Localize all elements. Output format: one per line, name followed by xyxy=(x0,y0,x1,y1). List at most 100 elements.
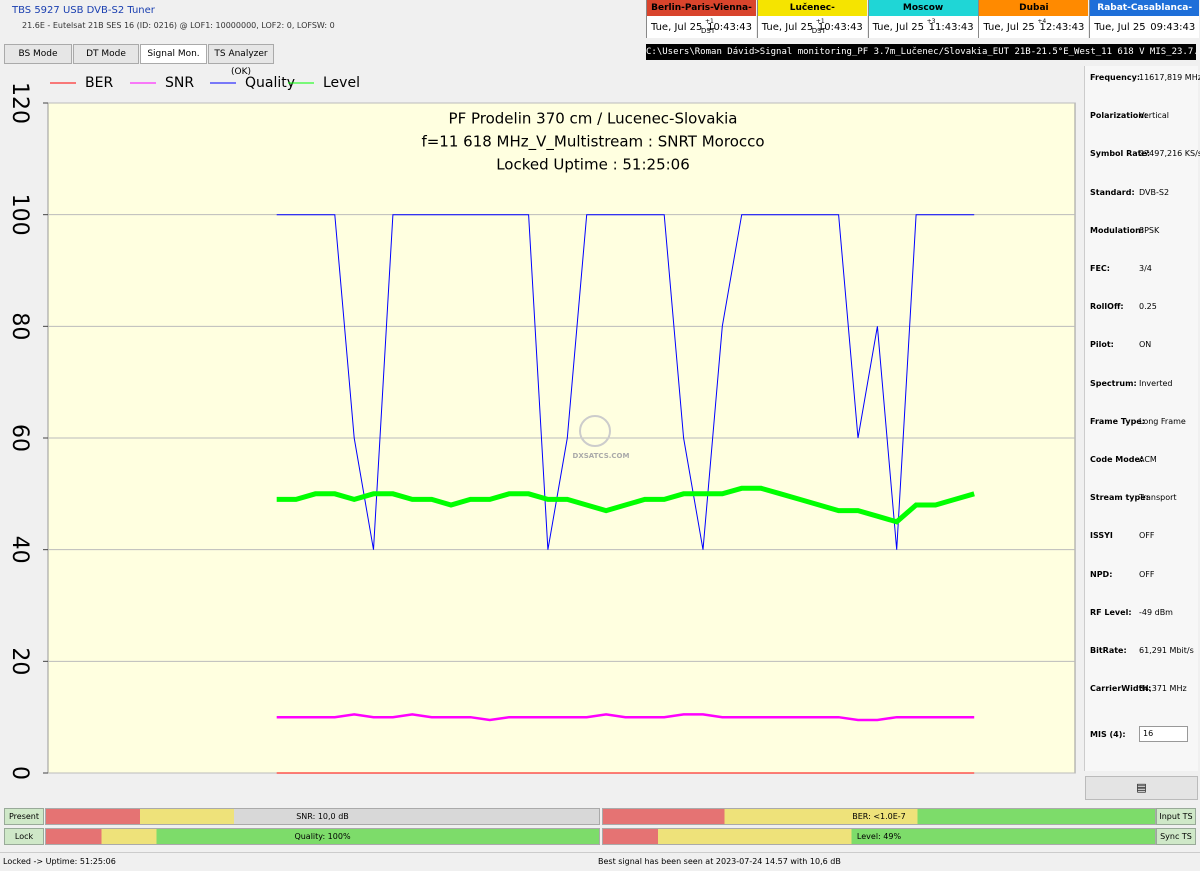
clock-name: Lučenec-Slovakia_R.Dávid xyxy=(757,0,867,16)
clock-time: 11:43:43 xyxy=(928,22,974,33)
field-value: ACM xyxy=(1139,455,1157,464)
field-value: OFF xyxy=(1139,569,1155,579)
meter-bar: Level: 49% xyxy=(602,828,1156,845)
legend-label: BER xyxy=(85,75,113,91)
field-value: Transport xyxy=(1139,493,1177,503)
y-tick-label: 80 xyxy=(7,312,32,340)
series-line xyxy=(276,214,975,550)
field-value: -49 dBm xyxy=(1139,607,1173,617)
field-label: RollOff: xyxy=(1090,302,1124,312)
tab[interactable]: Signal Mon. xyxy=(140,44,207,64)
clock-offset: +1 xyxy=(815,18,825,25)
clock: Moscow Tue, Jul 25 +3 11:43:43 xyxy=(867,0,978,38)
panel-button[interactable]: ▤ xyxy=(1085,776,1198,800)
field-value: Long Frame xyxy=(1139,416,1186,426)
info-panel xyxy=(1084,66,1198,771)
field-label: Symbol Rate: xyxy=(1090,149,1151,159)
field-value: 61,291 Mbit/s xyxy=(1139,646,1194,655)
field-label: Polarization: xyxy=(1090,111,1148,121)
clock-name: Moscow xyxy=(868,0,978,16)
field-value: 27497,216 KS/s xyxy=(1139,149,1200,159)
meter-bar: BER: <1.0E-7 xyxy=(602,808,1156,825)
field-label: Pilot: xyxy=(1090,340,1114,350)
clock: Dubai Tue, Jul 25 +4 12:43:43 xyxy=(978,0,1089,38)
clock-time: 09:43:43 xyxy=(1150,22,1196,33)
field-value: Inverted xyxy=(1139,378,1173,388)
legend-label: Level xyxy=(323,75,360,91)
clock-dst: DST xyxy=(701,27,716,35)
clock: Berlin-Paris-Vienna-Belgrade Tue, Jul 25+… xyxy=(646,0,756,38)
clock-offset: +3 xyxy=(926,18,936,25)
app-subtitle: 21.6E - Eutelsat 21B SES 16 (ID: 0216) @… xyxy=(22,21,335,30)
field-value: 11617,819 MHz xyxy=(1139,73,1200,82)
footer-bar xyxy=(0,852,1200,871)
field-label: Stream type: xyxy=(1090,493,1149,503)
chart-annotation: f=11 618 MHz_V_Multistream : SNRT Morocc… xyxy=(421,133,764,152)
indicator-button[interactable]: Sync TS xyxy=(1156,828,1196,845)
footer-left: Locked -> Uptime: 51:25:06 xyxy=(3,857,116,866)
field-label: NPD: xyxy=(1090,569,1113,579)
chart: 0 20 40 60 80 100 120 PF Prodelin 370 cm / Luce… xyxy=(7,75,1076,780)
footer-center: Best signal has been seen at 2023-07-24 … xyxy=(598,857,841,866)
clock-date: Tue, Jul 25 xyxy=(1094,22,1146,33)
series-line xyxy=(276,713,975,722)
clock-name: Berlin-Paris-Vienna-Belgrade xyxy=(647,0,756,16)
field-value: 8PSK xyxy=(1139,225,1160,235)
field-label: Code Mode: xyxy=(1090,455,1144,464)
field-label: BitRate: xyxy=(1090,646,1127,655)
clock-offset: +4 xyxy=(1037,18,1047,25)
chart-annotation: Locked Uptime : 51:25:06 xyxy=(496,156,690,174)
y-tick-label: 60 xyxy=(7,424,32,452)
field-label: Frame Type: xyxy=(1090,416,1145,426)
field-label: RF Level: xyxy=(1090,607,1132,617)
clock-time: 10:43:43 xyxy=(817,22,863,33)
watermark-logo xyxy=(579,415,611,447)
mis-select[interactable]: 16 xyxy=(1139,726,1188,742)
clock: Rabat-Casablanca-London Tue, Jul 25 09:43:… xyxy=(1089,0,1200,38)
series-line xyxy=(276,485,975,525)
field-value: ON xyxy=(1139,340,1152,350)
field-label: MIS (4): xyxy=(1090,730,1126,739)
clock-dst: DST xyxy=(811,27,826,35)
indicator-button[interactable]: Lock xyxy=(4,828,44,845)
indicator-button[interactable]: Present xyxy=(4,808,44,825)
tab[interactable]: DT Mode xyxy=(73,44,139,64)
y-tick-label: 0 xyxy=(7,766,32,780)
console-line: C:\Users\Roman Dávid>Signal monitoring_P… xyxy=(646,44,1196,60)
field-value: 3/4 xyxy=(1139,264,1152,273)
field-value: OFF xyxy=(1139,531,1155,541)
tab[interactable]: BS Mode xyxy=(4,44,72,64)
y-tick-label: 40 xyxy=(7,536,32,564)
watermark: DXSATCS.COM xyxy=(573,452,630,460)
field-value: 34,371 MHz xyxy=(1139,684,1187,694)
field-value: DVB-S2 xyxy=(1139,187,1170,197)
y-tick-label: 100 xyxy=(7,194,32,236)
field-label: Frequency: xyxy=(1090,73,1141,82)
clock-name: Rabat-Casablanca-London xyxy=(1090,0,1200,16)
chart-annotation: PF Prodelin 370 cm / Lucenec-Slovakia xyxy=(449,110,738,128)
legend-label: Quality xyxy=(245,75,295,91)
clock-offset: +1 xyxy=(705,18,714,25)
clock-name: Dubai xyxy=(979,0,1089,16)
legend-label: SNR xyxy=(165,75,194,91)
y-tick-label: 120 xyxy=(7,82,32,124)
clock-time: 12:43:43 xyxy=(1039,22,1085,33)
meter-bar: Quality: 100% xyxy=(45,828,600,845)
field-label: FEC: xyxy=(1090,264,1110,273)
tab[interactable]: TS Analyzer (OK) xyxy=(208,44,274,77)
clock-date: Tue, Jul 25 xyxy=(761,22,814,33)
meter-bar: SNR: 10,0 dB xyxy=(45,808,600,825)
indicator-button[interactable]: Input TS xyxy=(1156,808,1196,825)
field-label: Standard: xyxy=(1090,187,1135,197)
field-label: Spectrum: xyxy=(1090,378,1137,388)
clock-date: Tue, Jul 25 xyxy=(983,22,1035,33)
clock-time: 10:43:43 xyxy=(707,22,752,33)
clock-date: Tue, Jul 25 xyxy=(651,22,703,33)
clock: Lučenec-Slovakia_R.Dávid Tue, Jul 25+1 DST… xyxy=(756,0,867,38)
field-value: 0.25 xyxy=(1139,302,1157,312)
app-title: TBS 5927 USB DVB-S2 Tuner xyxy=(12,5,155,16)
field-value: Vertical xyxy=(1139,111,1169,121)
field-label: ISSYI xyxy=(1090,531,1113,541)
y-tick-label: 20 xyxy=(7,647,32,675)
